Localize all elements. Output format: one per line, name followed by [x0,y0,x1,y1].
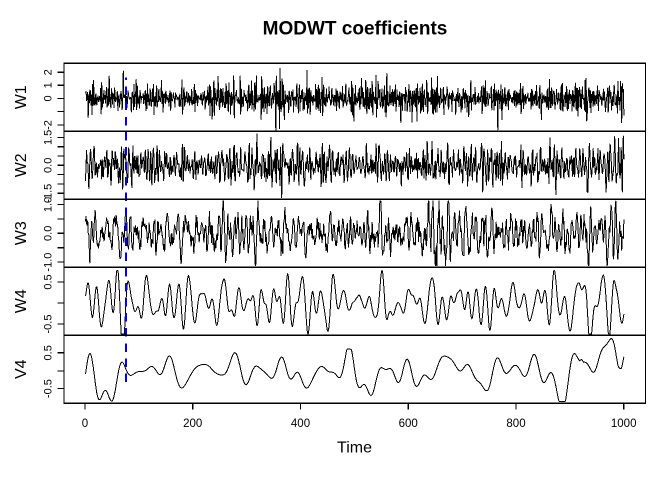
svg-text:1.0: 1.0 [43,197,55,212]
svg-text:1000: 1000 [611,418,637,430]
svg-text:1.5: 1.5 [43,130,55,145]
svg-text:MODWT coefficients: MODWT coefficients [263,19,448,40]
svg-text:W2: W2 [13,153,30,177]
svg-text:2: 2 [43,69,55,75]
svg-text:W4: W4 [13,289,30,313]
svg-text:1: 1 [43,82,55,88]
svg-text:0.0: 0.0 [43,226,55,241]
svg-text:0: 0 [43,95,55,101]
svg-text:W3: W3 [13,221,30,245]
svg-text:-0.5: -0.5 [43,379,55,398]
svg-text:400: 400 [291,418,310,430]
svg-text:-0.5: -0.5 [43,315,55,334]
svg-text:600: 600 [399,418,418,430]
svg-text:-1.0: -1.0 [43,253,55,272]
svg-text:200: 200 [183,418,202,430]
svg-text:-1.5: -1.5 [43,184,55,203]
svg-text:W1: W1 [13,85,30,109]
svg-text:V4: V4 [13,359,30,379]
svg-text:0.5: 0.5 [43,274,55,289]
svg-text:800: 800 [506,418,525,430]
svg-text:0.5: 0.5 [43,345,55,360]
svg-text:0.0: 0.0 [43,158,55,173]
svg-text:-2: -2 [43,120,55,130]
svg-text:0: 0 [82,418,88,430]
svg-text:Time: Time [337,440,372,457]
